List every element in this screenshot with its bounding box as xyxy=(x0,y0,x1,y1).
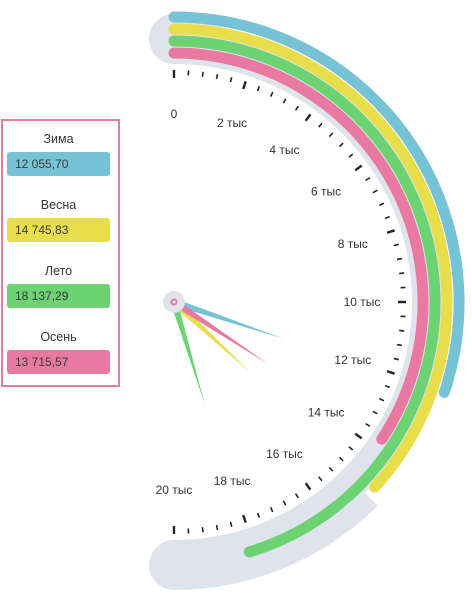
minor-tick xyxy=(229,77,233,83)
legend-item-summer: Лето 18 137,29 xyxy=(7,263,110,308)
minor-tick xyxy=(396,257,403,261)
needle-3 xyxy=(172,299,268,364)
tick-label: 14 тыс xyxy=(308,406,345,420)
minor-tick xyxy=(399,329,405,332)
minor-tick xyxy=(318,476,323,482)
minor-tick xyxy=(396,343,403,347)
minor-tick xyxy=(338,456,344,462)
tick-label: 18 тыс xyxy=(214,474,251,488)
tick-label: 8 тыс xyxy=(338,237,368,251)
tick-label: 20 тыс xyxy=(156,483,193,497)
legend-value: 12 055,70 xyxy=(7,152,110,176)
minor-tick xyxy=(201,71,204,77)
minor-tick xyxy=(318,122,323,128)
major-tick xyxy=(304,113,312,122)
tick-label: 2 тыс xyxy=(217,116,247,130)
gauge-hub xyxy=(163,291,185,313)
minor-tick xyxy=(384,215,391,220)
minor-tick xyxy=(328,466,334,472)
series-arc-1 xyxy=(168,23,453,493)
major-tick xyxy=(242,514,247,524)
major-tick xyxy=(386,229,396,234)
minor-tick xyxy=(348,446,354,451)
minor-tick xyxy=(372,410,378,415)
tick-label: 16 тыс xyxy=(266,447,303,461)
minor-tick xyxy=(372,189,378,194)
legend-item-spring: Весна 14 745,83 xyxy=(7,197,110,242)
minor-tick xyxy=(282,98,287,104)
tick-label: 10 тыс xyxy=(344,295,381,309)
legend-item-autumn: Осень 13 715,57 xyxy=(7,329,110,374)
minor-tick xyxy=(365,422,371,427)
minor-tick xyxy=(256,85,261,92)
minor-tick xyxy=(399,272,405,275)
minor-tick xyxy=(201,527,204,533)
needle-1 xyxy=(171,299,251,373)
major-tick xyxy=(354,164,363,172)
minor-tick xyxy=(294,105,299,111)
minor-tick xyxy=(215,524,219,531)
legend-label: Лето xyxy=(44,264,73,278)
major-tick xyxy=(242,80,247,90)
minor-tick xyxy=(348,153,354,158)
hub-dot xyxy=(172,300,176,304)
minor-tick xyxy=(328,132,334,138)
gauge-needles xyxy=(170,298,284,404)
major-tick xyxy=(304,482,312,491)
major-tick xyxy=(386,370,396,375)
gauge-ticks xyxy=(172,70,406,534)
tick-label: 6 тыс xyxy=(311,185,341,199)
legend-value: 14 745,83 xyxy=(7,218,110,242)
legend-label: Зима xyxy=(43,132,74,146)
legend: Зима 12 055,70 Весна 14 745,83 Лето 18 1… xyxy=(1,119,120,387)
tick-label: 12 тыс xyxy=(334,353,371,367)
legend-item-winter: Зима 12 055,70 xyxy=(7,131,110,176)
minor-tick xyxy=(365,177,371,182)
series-arc-0 xyxy=(168,11,465,398)
legend-value: 18 137,29 xyxy=(7,284,110,308)
series-arc-2 xyxy=(168,35,441,558)
legend-label: Весна xyxy=(40,198,77,212)
minor-tick xyxy=(215,73,219,80)
minor-tick xyxy=(384,384,391,389)
gauge-tick-labels: 0 2 тыс 4 тыс 6 тыс 8 тыс 10 тыс 12 тыс 14 тыс 1… xyxy=(156,107,381,497)
major-tick xyxy=(354,432,363,440)
minor-tick xyxy=(393,357,399,361)
minor-tick xyxy=(229,521,233,527)
minor-tick xyxy=(393,243,399,247)
needle-2 xyxy=(170,300,205,404)
minor-tick xyxy=(282,500,287,506)
minor-tick xyxy=(379,397,385,402)
legend-value: 13 715,57 xyxy=(7,350,110,374)
gauge-series-arcs xyxy=(168,11,465,558)
needle-0 xyxy=(172,298,284,339)
minor-tick xyxy=(256,512,261,519)
series-arc-3 xyxy=(168,47,429,445)
minor-tick xyxy=(269,91,274,97)
minor-tick xyxy=(269,507,274,513)
minor-tick xyxy=(338,142,344,148)
tick-label: 4 тыс xyxy=(269,143,299,157)
tick-label: 0 xyxy=(171,107,178,121)
minor-tick xyxy=(379,202,385,207)
legend-label: Осень xyxy=(40,330,77,344)
minor-tick xyxy=(294,493,299,499)
